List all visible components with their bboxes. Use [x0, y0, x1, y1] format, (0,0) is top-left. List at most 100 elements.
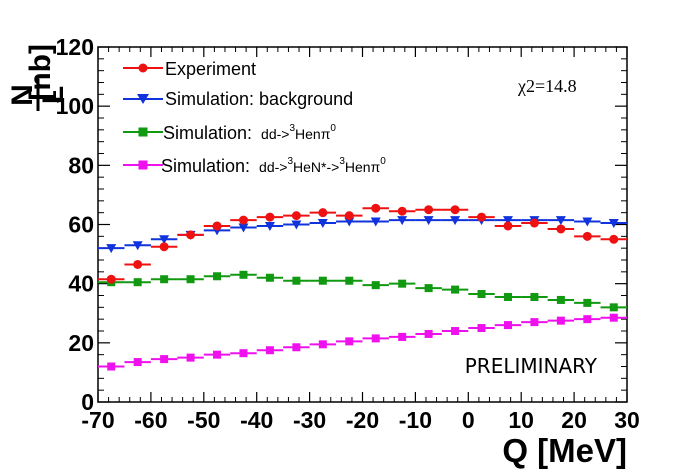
data-point [256, 273, 284, 282]
marker-square [133, 358, 142, 367]
marker-square [345, 276, 354, 285]
data-point [547, 316, 575, 325]
marker-triangle [291, 220, 302, 230]
marker-square [530, 292, 539, 301]
data-point [388, 279, 416, 288]
marker-triangle [238, 223, 249, 233]
marker-circle [556, 224, 566, 234]
data-point [256, 221, 284, 231]
legend-label: Experiment [165, 59, 256, 79]
data-point [230, 215, 257, 225]
x-axis-title: Q [MeV] [502, 432, 627, 469]
preliminary-annotation: PRELIMINARY [465, 354, 598, 378]
data-point [124, 278, 151, 287]
y-axis-title: N L [nb] [6, 44, 70, 111]
data-point [362, 217, 389, 227]
data-point [441, 216, 469, 226]
y-tick-label: 60 [68, 212, 94, 238]
legend-label-sup: 3 [289, 123, 295, 134]
legend-label: Simulation: dd->3HeN*->3Henπ0 [161, 156, 386, 176]
x-tick-label: -30 [293, 407, 326, 433]
marker-square [318, 340, 327, 349]
data-point [283, 343, 310, 352]
data-point [177, 275, 204, 284]
marker-square [609, 313, 618, 322]
data-point [415, 329, 442, 338]
data-point [336, 276, 363, 285]
marker-circle [529, 218, 539, 228]
chi2-annotation: χ2=14.8 [517, 76, 577, 96]
data-point [415, 205, 442, 215]
marker-circle [186, 230, 196, 240]
marker-circle [450, 205, 460, 215]
data-point [124, 358, 151, 367]
marker-circle [582, 231, 592, 241]
x-tick-label: -10 [399, 407, 432, 433]
data-point [283, 220, 310, 230]
legend-label-sup: 3 [339, 156, 345, 167]
data-point [309, 276, 337, 285]
marker-square [107, 362, 116, 371]
marker-square [292, 276, 301, 285]
x-tick-label: 0 [462, 407, 475, 433]
marker-triangle [582, 217, 593, 227]
x-tick-label: 20 [561, 407, 587, 433]
data-point [362, 281, 389, 290]
legend-item-sim-dd-3hen-star: Simulation: dd->3HeN*->3Henπ0 [123, 156, 386, 176]
marker-square [398, 279, 407, 288]
data-point [494, 221, 522, 231]
legend-label-reaction: Henπ [345, 159, 381, 175]
data-point [494, 292, 522, 301]
legend-marker [138, 127, 148, 137]
data-point [494, 216, 522, 226]
marker-square [477, 324, 486, 333]
marker-square [345, 337, 354, 346]
data-point [203, 272, 231, 281]
data-point [441, 327, 469, 335]
data-point [468, 324, 495, 333]
data-point [336, 217, 363, 227]
marker-circle [609, 234, 619, 244]
x-tick-label: 30 [614, 407, 640, 433]
marker-square [556, 295, 565, 304]
marker-triangle [106, 244, 117, 254]
legend: Experiment Simulation: background Simula… [123, 59, 386, 176]
marker-triangle [397, 216, 408, 226]
legend-label-reaction: HeN*-> [293, 159, 339, 175]
marker-square [530, 318, 539, 327]
data-point [124, 259, 151, 269]
x-tick-label: -40 [240, 407, 273, 433]
data-point [388, 332, 416, 341]
marker-square [583, 298, 592, 307]
marker-circle [344, 211, 354, 221]
x-tick-label: 10 [508, 407, 534, 433]
data-point [203, 350, 231, 359]
series-3 [98, 313, 627, 371]
marker-triangle [159, 235, 170, 245]
plot-frame [97, 46, 628, 403]
data-point [547, 216, 575, 226]
legend-marker [137, 94, 149, 104]
data-point [283, 211, 310, 221]
data-point [388, 206, 416, 216]
data-point [362, 203, 389, 213]
legend-item-background: Simulation: background [123, 89, 353, 109]
data-point [388, 216, 416, 226]
legend-label-reaction: Henπ [295, 126, 331, 142]
data-point [150, 275, 178, 284]
y-axis-denominator: L [37, 86, 70, 104]
legend-label-sup: 0 [380, 156, 386, 167]
marker-square [583, 315, 592, 324]
marker-triangle [555, 216, 566, 226]
data-point [600, 219, 627, 229]
marker-circle [318, 208, 328, 218]
y-tick-label: 40 [68, 271, 94, 297]
marker-circle [265, 212, 275, 222]
marker-square [265, 273, 274, 282]
data-point [256, 212, 284, 222]
marker-triangle [423, 216, 434, 226]
x-tick-label: -20 [346, 407, 379, 433]
data-point [600, 234, 627, 244]
marker-triangle [132, 241, 143, 251]
